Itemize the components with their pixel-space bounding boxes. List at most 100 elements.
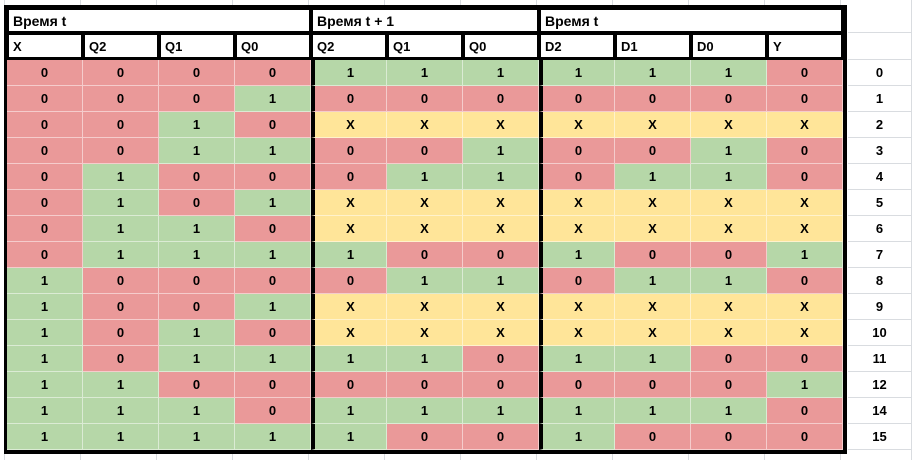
table-cell[interactable]: 0 bbox=[311, 268, 387, 294]
column-header-d0[interactable]: D0 bbox=[691, 33, 767, 60]
table-cell[interactable]: 1 bbox=[615, 346, 691, 372]
table-cell[interactable]: 1 bbox=[767, 372, 843, 398]
table-cell[interactable]: X bbox=[767, 190, 843, 216]
table-cell[interactable]: X bbox=[387, 320, 463, 346]
table-cell[interactable]: 1 bbox=[159, 320, 235, 346]
table-cell[interactable]: 1 bbox=[615, 60, 691, 86]
table-cell[interactable]: 0 bbox=[767, 86, 843, 112]
table-cell[interactable]: 0 bbox=[311, 138, 387, 164]
table-cell[interactable]: 1 bbox=[235, 138, 311, 164]
table-cell[interactable]: 1 bbox=[159, 398, 235, 424]
table-cell[interactable]: 0 bbox=[463, 86, 539, 112]
table-cell[interactable]: 0 bbox=[7, 216, 83, 242]
column-header-q0-t[interactable]: Q0 bbox=[235, 33, 311, 60]
table-cell[interactable]: 0 bbox=[615, 424, 691, 450]
group-header-time-t-plus-1[interactable]: Время t + 1 bbox=[311, 8, 539, 33]
table-cell[interactable]: X bbox=[387, 294, 463, 320]
table-cell[interactable]: X bbox=[767, 320, 843, 346]
table-cell[interactable]: 1 bbox=[7, 320, 83, 346]
table-cell[interactable]: 0 bbox=[767, 60, 843, 86]
table-cell[interactable]: 1 bbox=[83, 164, 159, 190]
table-cell[interactable]: 0 bbox=[159, 164, 235, 190]
table-cell[interactable]: 0 bbox=[311, 372, 387, 398]
table-cell[interactable]: X bbox=[463, 216, 539, 242]
table-cell[interactable]: 1 bbox=[83, 216, 159, 242]
table-cell[interactable]: X bbox=[539, 112, 615, 138]
table-cell[interactable]: 0 bbox=[691, 424, 767, 450]
table-cell[interactable]: 0 bbox=[7, 164, 83, 190]
table-cell[interactable]: X bbox=[311, 216, 387, 242]
table-cell[interactable]: 0 bbox=[83, 320, 159, 346]
column-header-y[interactable]: Y bbox=[767, 33, 843, 60]
table-cell[interactable]: 0 bbox=[235, 164, 311, 190]
table-cell[interactable]: X bbox=[463, 190, 539, 216]
table-cell[interactable]: 0 bbox=[767, 346, 843, 372]
table-cell[interactable]: X bbox=[691, 320, 767, 346]
table-cell[interactable]: 0 bbox=[235, 398, 311, 424]
column-header-q2-t1[interactable]: Q2 bbox=[311, 33, 387, 60]
table-cell[interactable]: 1 bbox=[7, 294, 83, 320]
table-cell[interactable]: 1 bbox=[387, 346, 463, 372]
table-cell[interactable]: 0 bbox=[691, 242, 767, 268]
table-cell[interactable]: 1 bbox=[615, 268, 691, 294]
table-cell[interactable]: 1 bbox=[83, 398, 159, 424]
table-cell[interactable]: 0 bbox=[159, 60, 235, 86]
table-cell[interactable]: 0 bbox=[539, 86, 615, 112]
column-header-d1[interactable]: D1 bbox=[615, 33, 691, 60]
table-cell[interactable]: 1 bbox=[83, 242, 159, 268]
table-cell[interactable]: 0 bbox=[767, 268, 843, 294]
table-cell[interactable]: 0 bbox=[691, 86, 767, 112]
table-cell[interactable]: 0 bbox=[83, 138, 159, 164]
table-cell[interactable]: 0 bbox=[463, 424, 539, 450]
table-cell[interactable]: 1 bbox=[387, 164, 463, 190]
table-cell[interactable]: 0 bbox=[83, 346, 159, 372]
table-cell[interactable]: 0 bbox=[159, 190, 235, 216]
table-cell[interactable]: X bbox=[311, 294, 387, 320]
table-cell[interactable]: X bbox=[691, 190, 767, 216]
group-header-time-t-2[interactable]: Время t bbox=[539, 8, 843, 33]
table-cell[interactable]: 0 bbox=[463, 346, 539, 372]
table-cell[interactable]: 1 bbox=[463, 164, 539, 190]
row-number-cell[interactable]: 10 bbox=[848, 320, 911, 346]
table-cell[interactable]: 0 bbox=[83, 268, 159, 294]
column-header-q2-t[interactable]: Q2 bbox=[83, 33, 159, 60]
table-cell[interactable]: 0 bbox=[387, 138, 463, 164]
row-number-cell[interactable]: 0 bbox=[848, 60, 911, 86]
table-cell[interactable]: 0 bbox=[387, 242, 463, 268]
table-cell[interactable]: 1 bbox=[539, 346, 615, 372]
table-cell[interactable]: 0 bbox=[235, 60, 311, 86]
table-cell[interactable]: 0 bbox=[7, 60, 83, 86]
table-cell[interactable]: X bbox=[615, 294, 691, 320]
table-cell[interactable]: 1 bbox=[235, 294, 311, 320]
table-cell[interactable]: 1 bbox=[539, 424, 615, 450]
row-number-cell[interactable]: 15 bbox=[848, 424, 911, 450]
row-number-cell[interactable]: 5 bbox=[848, 190, 911, 216]
table-cell[interactable]: 0 bbox=[159, 86, 235, 112]
table-cell[interactable]: 1 bbox=[691, 138, 767, 164]
table-cell[interactable]: 0 bbox=[387, 372, 463, 398]
column-header-d2[interactable]: D2 bbox=[539, 33, 615, 60]
column-header-x[interactable]: X bbox=[7, 33, 83, 60]
table-cell[interactable]: 0 bbox=[387, 86, 463, 112]
table-cell[interactable]: 0 bbox=[7, 112, 83, 138]
table-cell[interactable]: 1 bbox=[311, 424, 387, 450]
table-cell[interactable]: X bbox=[539, 190, 615, 216]
group-header-time-t[interactable]: Время t bbox=[7, 8, 311, 33]
table-cell[interactable]: 1 bbox=[463, 398, 539, 424]
table-cell[interactable]: X bbox=[539, 294, 615, 320]
table-cell[interactable]: 1 bbox=[387, 268, 463, 294]
table-cell[interactable]: 0 bbox=[615, 86, 691, 112]
table-cell[interactable]: 1 bbox=[463, 268, 539, 294]
table-cell[interactable]: X bbox=[615, 320, 691, 346]
table-cell[interactable]: X bbox=[311, 190, 387, 216]
table-cell[interactable]: X bbox=[615, 112, 691, 138]
table-cell[interactable]: 0 bbox=[767, 138, 843, 164]
table-cell[interactable]: X bbox=[615, 190, 691, 216]
table-cell[interactable]: 1 bbox=[159, 242, 235, 268]
row-number-cell[interactable]: 14 bbox=[848, 398, 911, 424]
table-cell[interactable]: X bbox=[615, 216, 691, 242]
table-cell[interactable]: 1 bbox=[235, 346, 311, 372]
row-number-cell[interactable]: 12 bbox=[848, 372, 911, 398]
table-cell[interactable]: 0 bbox=[159, 372, 235, 398]
table-cell[interactable]: 0 bbox=[7, 86, 83, 112]
